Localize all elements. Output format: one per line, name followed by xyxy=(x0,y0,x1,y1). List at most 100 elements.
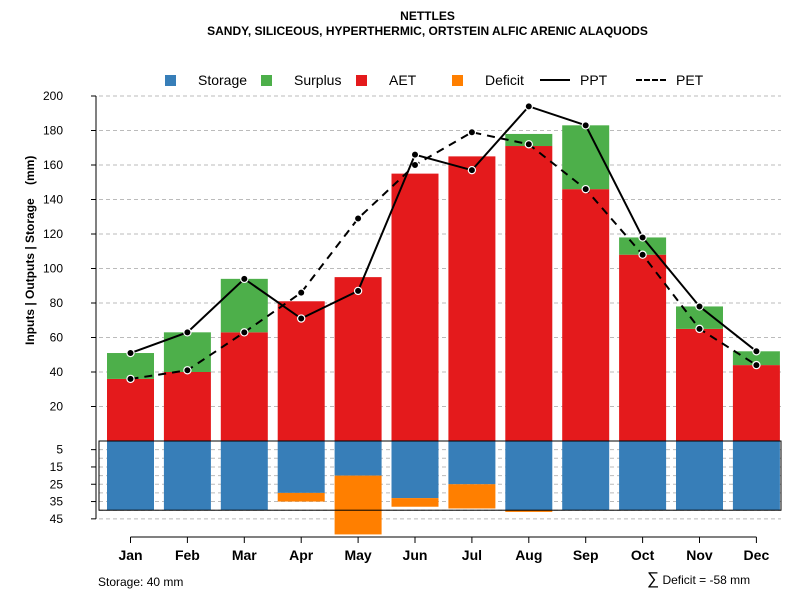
legend-label-pet: PET xyxy=(676,72,704,88)
ppt-line-point xyxy=(524,102,534,111)
ppt-line xyxy=(130,105,758,354)
ppt-line-point xyxy=(695,302,704,311)
y-tick-label: 25 xyxy=(50,477,64,491)
storage-bar xyxy=(448,441,496,485)
aet-bar xyxy=(732,365,780,441)
pet-line-point xyxy=(752,360,761,370)
y-tick-label: 45 xyxy=(50,512,64,526)
x-tick-label: Sep xyxy=(573,547,599,563)
storage-bar xyxy=(505,441,553,511)
gridlines xyxy=(99,95,781,520)
ppt-line-point xyxy=(410,150,420,159)
storage-bar xyxy=(163,441,211,511)
legend-label-deficit: Deficit xyxy=(485,72,524,88)
ppt-line-point xyxy=(183,328,192,337)
y-tick-label: 15 xyxy=(50,460,64,474)
x-tick-label: Dec xyxy=(744,547,770,563)
x-tick-label: Feb xyxy=(175,547,200,563)
surplus-bar xyxy=(107,353,154,379)
legend-swatch-surplus xyxy=(261,74,272,86)
legend-label-surplus: Surplus xyxy=(294,72,342,88)
lines xyxy=(126,102,761,384)
storage-bar xyxy=(391,441,439,499)
x-tick-label: Apr xyxy=(289,547,314,563)
aet-bar xyxy=(277,301,325,441)
chart-subtitle: SANDY, SILICEOUS, HYPERTHERMIC, ORTSTEIN… xyxy=(207,24,648,38)
aet-bar xyxy=(220,332,268,441)
ppt-line-point xyxy=(638,233,647,242)
ppt-line-point xyxy=(467,165,477,175)
pet-line-point xyxy=(183,366,192,375)
ppt-line-point xyxy=(240,274,249,284)
legend-item-ppt: PPT xyxy=(540,71,607,89)
storage-bar xyxy=(619,441,667,511)
y-tick-label: 100 xyxy=(43,262,63,276)
x-tick-label: Jan xyxy=(118,547,142,563)
pet-line-point xyxy=(695,324,704,334)
x-tick-label: May xyxy=(344,547,371,563)
surplus-bar xyxy=(732,351,780,366)
legend-line-pet xyxy=(636,79,666,81)
aet-bar xyxy=(505,146,553,441)
ppt-line-point xyxy=(353,286,363,296)
pet-line-point xyxy=(126,374,135,384)
legend-item-deficit: Deficit xyxy=(452,71,524,89)
legend-swatch-storage xyxy=(165,74,176,86)
aet-bar xyxy=(163,372,211,441)
deficit-bar xyxy=(391,498,439,507)
bars xyxy=(107,125,780,535)
ppt-line-point xyxy=(126,348,135,358)
sum-symbol: ∑ xyxy=(647,569,660,588)
storage-bar xyxy=(732,441,780,511)
y-tick-label: 40 xyxy=(50,365,64,379)
legend-item-pet: PET xyxy=(636,71,703,89)
deficit-bar xyxy=(505,510,553,512)
y-tick-label: 80 xyxy=(50,296,64,310)
legend-swatch-aet xyxy=(356,74,367,86)
aet-bar xyxy=(448,156,496,441)
storage-bar xyxy=(107,441,154,511)
y-tick-label: 140 xyxy=(43,193,63,207)
pet-line-point xyxy=(353,214,363,223)
y-tick-label: 35 xyxy=(50,495,64,509)
y-tick-label: 160 xyxy=(43,158,63,172)
legend-label-ppt: PPT xyxy=(580,72,608,88)
deficit-note: ∑ Deficit = -58 mm xyxy=(647,569,750,589)
pet-line-point xyxy=(467,128,477,137)
aet-bar xyxy=(391,173,439,441)
y-tick-label: 5 xyxy=(56,443,63,457)
y-tick-label: 120 xyxy=(43,227,63,241)
aet-bar xyxy=(562,189,610,441)
surplus-bar xyxy=(676,306,723,329)
legend-line-ppt xyxy=(540,79,570,81)
storage-capacity-box xyxy=(98,440,782,511)
pet-line-point xyxy=(638,250,647,259)
x-tick-label: Oct xyxy=(631,547,655,563)
ppt-line-point xyxy=(297,314,306,323)
legend-label-storage: Storage xyxy=(198,72,248,88)
aet-bar xyxy=(334,277,382,441)
y-tick-label: 200 xyxy=(43,89,63,103)
aet-bar xyxy=(619,254,667,441)
y-tick-label: 20 xyxy=(50,400,64,414)
legend-swatch-deficit xyxy=(452,74,463,86)
aet-bar xyxy=(107,378,154,441)
y-tick-label: 180 xyxy=(43,124,63,138)
pet-line-point xyxy=(240,328,249,337)
pet-line xyxy=(130,131,757,380)
x-tick-label: Jul xyxy=(462,547,482,563)
aet-bar xyxy=(676,328,723,441)
x-tick-label: Nov xyxy=(686,547,713,563)
pet-line-point xyxy=(524,140,534,149)
storage-bar xyxy=(562,441,610,511)
storage-bar xyxy=(220,441,268,511)
surplus-bar xyxy=(505,133,553,147)
y-tick-label: 60 xyxy=(50,331,64,345)
surplus-bar xyxy=(220,278,268,333)
x-tick-label: Aug xyxy=(515,547,542,563)
storage-note: Storage: 40 mm xyxy=(98,575,184,589)
deficit-bar xyxy=(277,492,325,502)
x-tick-label: Jun xyxy=(403,547,428,563)
storage-bar xyxy=(334,441,382,476)
